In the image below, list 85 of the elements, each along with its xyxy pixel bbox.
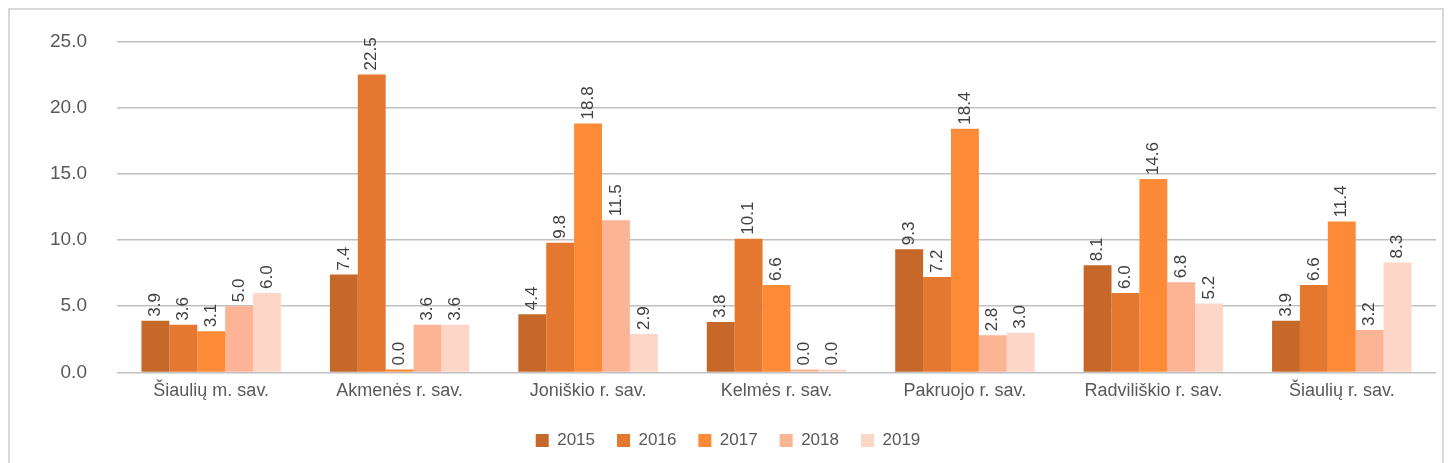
bar [1139, 179, 1168, 372]
data-label: 2.9 [633, 306, 653, 330]
legend-label: 2015 [557, 430, 596, 450]
data-label: 3.0 [1010, 305, 1030, 329]
bar [169, 324, 198, 372]
data-label: 3.6 [417, 297, 437, 321]
legend-label: 2018 [801, 430, 839, 450]
bar [1167, 282, 1196, 372]
bar [1383, 262, 1412, 372]
bar [734, 238, 763, 372]
data-label: 8.1 [1087, 237, 1107, 262]
bar [253, 292, 281, 372]
data-label: 11.5 [605, 184, 625, 217]
data-label: 6.8 [1170, 254, 1190, 279]
data-label: 3.6 [172, 297, 192, 321]
bar [441, 324, 470, 372]
bar [1355, 330, 1384, 372]
data-label: 7.4 [333, 246, 353, 271]
data-label: 6.0 [1115, 265, 1135, 289]
x-tick-label: Radviliškio r. sav. [1084, 380, 1223, 401]
data-label: 6.0 [256, 265, 276, 289]
data-label: 0.0 [389, 341, 409, 366]
data-label: 8.3 [1387, 234, 1407, 259]
data-label: 5.2 [1198, 275, 1218, 300]
bar [706, 322, 735, 372]
bar [1195, 303, 1224, 372]
y-tick-label: 15.0 [50, 162, 87, 184]
bar [1299, 285, 1328, 372]
data-label: 6.6 [766, 257, 786, 282]
bar [357, 74, 386, 372]
bar [1327, 221, 1356, 372]
bar [546, 242, 575, 372]
x-tick-label: Akmenės r. sav. [336, 380, 463, 401]
data-label: 18.8 [577, 86, 597, 120]
y-tick-label: 10.0 [50, 228, 87, 250]
bar [197, 331, 226, 372]
y-tick-label: 0.0 [60, 360, 87, 382]
bar [895, 249, 924, 372]
legend-label: 2016 [638, 430, 677, 450]
x-tick-label: Šiaulių r. sav. [1288, 379, 1395, 401]
x-tick-label: Joniškio r. sav. [529, 380, 647, 401]
bar [518, 314, 547, 372]
legend-label: 2019 [882, 430, 921, 450]
x-tick-label: Pakruojo r. sav. [903, 380, 1027, 401]
data-label: 2.8 [982, 307, 1002, 332]
data-label: 10.1 [738, 201, 758, 235]
data-label: 7.2 [926, 249, 946, 274]
bar [602, 220, 630, 372]
data-label: 3.2 [1359, 302, 1379, 327]
bar [1083, 265, 1112, 372]
data-label: 9.8 [549, 215, 569, 239]
data-label: 3.9 [1275, 293, 1295, 317]
bar [762, 285, 791, 372]
bar [1272, 320, 1300, 372]
bar [629, 334, 658, 372]
bar [950, 128, 979, 372]
x-tick-label: Šiaulių m. sav. [153, 379, 270, 401]
data-label: 3.8 [710, 294, 730, 319]
bar [329, 274, 358, 372]
bar [923, 277, 951, 372]
bar [574, 123, 602, 372]
bar [978, 335, 1007, 372]
y-tick-label: 20.0 [50, 95, 87, 117]
data-label: 9.3 [898, 221, 918, 246]
bar [225, 306, 254, 372]
data-label: 14.6 [1143, 142, 1163, 176]
bar [413, 324, 442, 372]
bar [1006, 332, 1035, 372]
data-label: 18.4 [954, 91, 974, 125]
data-label: 22.5 [361, 37, 381, 71]
bar [141, 320, 170, 372]
data-label: 0.0 [821, 341, 841, 366]
data-label: 3.1 [200, 303, 220, 328]
data-label: 3.9 [145, 293, 165, 317]
y-tick-label: 25.0 [50, 29, 87, 51]
x-tick-label: Kelmės r. sav. [720, 380, 833, 401]
y-tick-label: 5.0 [60, 294, 87, 316]
data-label: 4.4 [521, 286, 541, 311]
data-label: 0.0 [794, 341, 814, 366]
data-label: 5.0 [228, 278, 248, 303]
data-label: 11.4 [1331, 185, 1351, 218]
data-label: 6.6 [1303, 257, 1323, 282]
bar [1111, 292, 1140, 372]
legend-label: 2017 [719, 430, 758, 450]
data-label: 3.6 [445, 297, 465, 321]
